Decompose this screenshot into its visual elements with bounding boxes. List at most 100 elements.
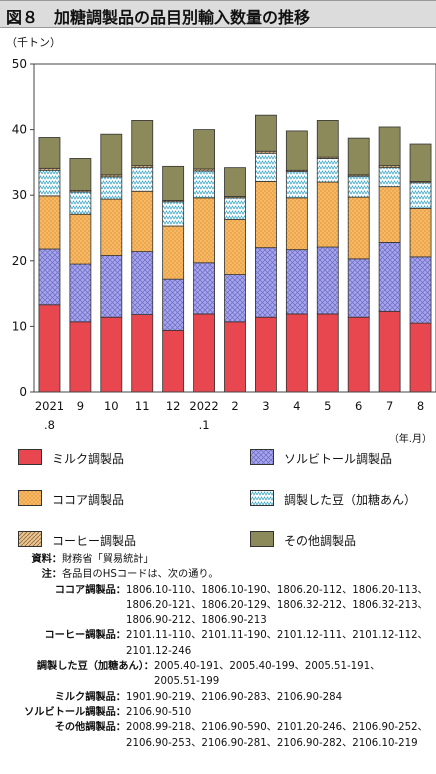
legend-swatch [250, 449, 274, 465]
x-axis-unit-label: （年.月） [389, 432, 432, 445]
legend-swatch [250, 490, 274, 506]
legend-label: その他調製品 [284, 534, 357, 548]
legend-label: ミルク調製品 [52, 452, 125, 466]
source-notes: 資料：財務省「貿易統計」 注：各品目のHSコードは、次の通り。 ココア調製品：180… [4, 552, 434, 751]
bar-segment [69, 191, 92, 215]
bar-segment [378, 242, 401, 312]
x-tick-label: 5 [324, 399, 331, 413]
bar-segment [285, 313, 308, 393]
bar-segment [347, 196, 370, 260]
legend-swatch [18, 490, 42, 506]
title-band: 図８ 加糖調製品の品目別輸入数量の推移 [0, 0, 436, 28]
y-tick-label: 0 [19, 385, 27, 399]
x-tick-label: .1 [199, 418, 210, 432]
bar-segment [193, 262, 215, 315]
bar-segment [347, 258, 370, 318]
note-line: 注：各品目のHSコードは、次の通り。 [4, 567, 434, 582]
bar-segment [162, 329, 185, 393]
legend-label: コーヒー調製品 [52, 534, 137, 548]
bar-segment [378, 186, 401, 243]
chart-legend: ミルク調製品 ソルビトール調製品ココア調製品 調製した豆（加糖あん） コーヒー調製品 そ… [18, 445, 428, 550]
bar-segment [224, 197, 246, 220]
legend-swatch [250, 531, 274, 547]
x-tick-label: 3 [262, 399, 269, 413]
note-value: 1806.10-110、1806.10-190、1806.20-112、1806… [126, 584, 428, 596]
bar-segment [162, 278, 185, 331]
bar-segment [316, 181, 339, 248]
legend-label: 調製した豆（加糖あん） [284, 493, 417, 507]
bar-segment [224, 321, 246, 393]
bar-segment [378, 310, 401, 393]
bar-segment [255, 114, 277, 152]
bar-segment [224, 274, 246, 323]
y-tick-label: 30 [12, 188, 27, 202]
bar-segment [409, 207, 432, 258]
legend-label: ソルビトール調製品 [284, 452, 393, 466]
note-line: 1806.90-212、1806.90-213 [4, 613, 434, 628]
note-line: 1806.20-121、1806.20-129、1806.32-212、1806… [4, 598, 434, 613]
x-tick-label: 2 [231, 399, 238, 413]
bar-segment [38, 195, 61, 250]
y-tick-label: 10 [12, 319, 27, 333]
note-line: コーヒー調製品：2101.11-110、2101.11-190、2101.12-… [4, 628, 434, 643]
note-key: 資料： [31, 554, 62, 565]
bar-segment [285, 249, 308, 315]
bar-segment [224, 219, 246, 275]
note-value: 2106.90-253、2106.90-281、2106.90-282、2106… [126, 737, 418, 749]
note-line: 資料：財務省「貿易統計」 [4, 552, 434, 567]
x-tick-label: .8 [44, 418, 55, 432]
bar-segment [162, 225, 185, 280]
bar-segment [316, 246, 339, 315]
note-key: ソルビトール調製品： [24, 706, 126, 718]
bar-segment [347, 175, 370, 198]
bar-segment [378, 126, 401, 167]
note-line: 2005.51-199 [4, 674, 434, 689]
note-line: ミルク調製品：1901.90-219、2106.90-283、2106.90-2… [4, 690, 434, 705]
bar-segment [409, 322, 432, 393]
bar-segment [285, 171, 308, 199]
note-value: 2101.12-246 [126, 645, 192, 657]
bar-segment [193, 313, 215, 393]
bar-segment [347, 137, 370, 176]
bar-segment [69, 158, 92, 192]
x-tick-label: 4 [293, 399, 300, 413]
y-tick-label: 50 [12, 57, 27, 71]
note-key: 注： [41, 569, 62, 581]
bar-segment [131, 251, 154, 315]
bar-segment [100, 198, 123, 256]
x-tick-label: 2021 [35, 399, 64, 413]
bar-segment [255, 316, 277, 393]
bar-segment [255, 181, 277, 249]
x-tick-label: 11 [135, 399, 150, 413]
bar-segment [38, 248, 61, 306]
note-line: 2101.12-246 [4, 644, 434, 659]
note-value: 2106.90-510 [126, 706, 192, 718]
bar-segment [100, 176, 123, 200]
bar-segment [285, 197, 308, 251]
bar-segment [255, 152, 277, 182]
note-value: 2101.11-110、2101.11-190、2101.12-111、2101… [126, 630, 428, 642]
y-axis-unit-label: （千トン） [6, 36, 61, 49]
legend-label: ココア調製品 [52, 493, 125, 507]
bar-segment [409, 182, 432, 209]
bar-segment [285, 130, 308, 171]
bar-segment [100, 255, 123, 318]
note-value: 財務省「貿易統計」 [62, 554, 154, 565]
bar-segment [316, 120, 339, 158]
note-value: 1806.20-121、1806.20-129、1806.32-212、1806… [126, 599, 428, 611]
bar-segment [131, 120, 154, 167]
note-value: 2005.51-199 [154, 676, 220, 688]
note-line: 調製した豆（加糖あん）：2005.40-191、2005.40-199、2005… [4, 659, 434, 674]
x-tick-label: 7 [386, 399, 393, 413]
bar-segment [38, 137, 61, 169]
x-tick-label: 6 [355, 399, 362, 413]
note-key: ミルク調製品： [54, 691, 126, 703]
bar-segment [409, 143, 432, 182]
y-tick-label: 20 [12, 254, 27, 268]
y-tick-label: 40 [12, 123, 27, 137]
stacked-bar-chart: （千トン） （年.月） 0 10 20 30 40 50 2021 .8 9 10 11 12 202… [6, 36, 436, 445]
note-line: ココア調製品：1806.10-110、1806.10-190、1806.20-1… [4, 583, 434, 598]
legend-swatch [18, 531, 42, 547]
figure-title: 図８ 加糖調製品の品目別輸入数量の推移 [6, 8, 311, 27]
bar-segment [100, 133, 123, 176]
